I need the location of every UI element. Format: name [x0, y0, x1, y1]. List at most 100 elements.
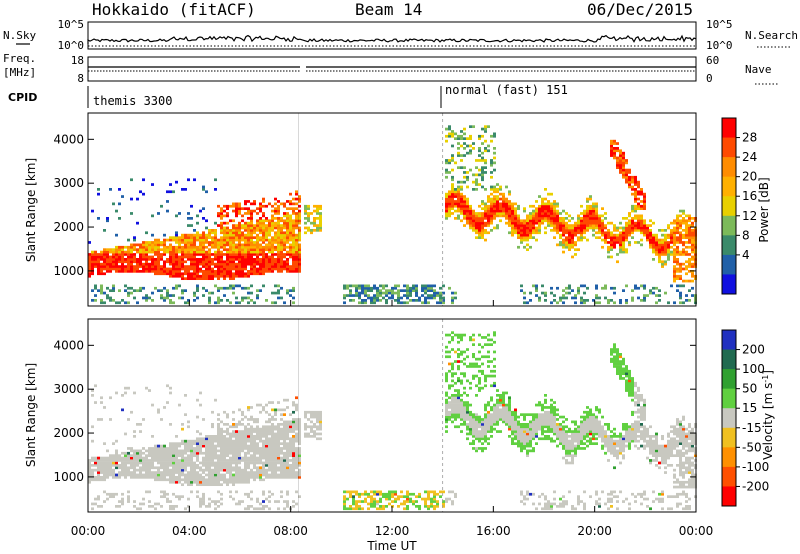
data-cell [295, 466, 298, 470]
data-cell [250, 258, 253, 261]
data-cell [565, 245, 568, 249]
data-cell [175, 444, 178, 448]
data-cell [238, 447, 241, 450]
data-cell [256, 466, 259, 470]
data-cell [268, 267, 271, 271]
data-cell [688, 217, 691, 220]
data-cell [145, 260, 148, 264]
data-cell [217, 248, 220, 252]
data-cell [238, 262, 241, 266]
data-cell [640, 204, 643, 208]
data-cell [412, 502, 415, 506]
data-cell [526, 231, 529, 235]
data-cell [292, 255, 295, 259]
data-cell [97, 262, 100, 266]
data-cell [526, 219, 529, 223]
power-colorbar-label: Power [dB] [757, 177, 771, 242]
data-cell [247, 236, 250, 240]
data-cell [235, 454, 238, 458]
data-cell [619, 154, 622, 157]
data-cell [250, 490, 253, 494]
data-cell [100, 258, 103, 261]
data-cell [211, 464, 214, 467]
data-cell [283, 219, 286, 223]
data-cell [142, 468, 145, 472]
data-cell [256, 437, 259, 441]
data-cell [187, 224, 190, 227]
data-cell [211, 454, 214, 458]
data-cell [310, 410, 313, 414]
data-cell [391, 492, 394, 496]
data-cell [505, 212, 508, 215]
data-cell [640, 284, 643, 288]
data-cell [211, 245, 214, 249]
data-cell [103, 464, 106, 467]
data-cell [136, 473, 139, 477]
data-cell [496, 226, 499, 230]
data-cell [580, 299, 583, 302]
data-cell [655, 301, 658, 305]
data-cell [367, 294, 370, 297]
data-cell [358, 286, 361, 290]
data-cell [151, 459, 154, 462]
data-cell [268, 454, 271, 458]
data-cell [130, 291, 133, 295]
data-cell [361, 284, 364, 288]
data-cell [109, 299, 112, 302]
data-cell [178, 274, 181, 278]
data-cell [277, 243, 280, 247]
data-cell [586, 226, 589, 230]
data-cell [352, 294, 355, 297]
data-cell [220, 267, 223, 271]
data-cell [613, 243, 616, 247]
data-cell [541, 200, 544, 203]
data-cell [193, 294, 196, 297]
data-cell [262, 272, 265, 276]
data-cell [205, 437, 208, 441]
data-cell [580, 229, 583, 232]
data-cell [292, 456, 295, 460]
data-cell [247, 226, 250, 230]
data-cell [268, 202, 271, 206]
data-cell [550, 291, 553, 295]
data-cell [196, 415, 199, 419]
data-cell [427, 284, 430, 288]
data-cell [193, 272, 196, 276]
data-cell [313, 219, 316, 223]
data-cell [268, 451, 271, 455]
data-cell [235, 207, 238, 211]
data-cell [373, 492, 376, 496]
data-cell [265, 468, 268, 472]
data-cell [469, 338, 472, 342]
data-cell [598, 224, 601, 227]
data-cell [211, 500, 214, 503]
data-cell [319, 226, 322, 230]
data-cell [271, 444, 274, 448]
data-cell [232, 265, 235, 268]
data-cell [274, 442, 277, 446]
data-cell [277, 454, 280, 458]
data-cell [469, 336, 472, 339]
data-cell [622, 289, 625, 293]
data-cell [265, 451, 268, 455]
data-cell [613, 226, 616, 230]
data-cell [490, 171, 493, 174]
data-cell [292, 430, 295, 433]
data-cell [247, 224, 250, 227]
data-cell [370, 296, 373, 300]
data-cell [97, 217, 100, 220]
data-cell [277, 207, 280, 211]
data-cell [556, 286, 559, 290]
data-cell [142, 296, 145, 300]
data-cell [160, 447, 163, 450]
data-cell [292, 444, 295, 448]
data-cell [115, 391, 118, 395]
data-cell [583, 224, 586, 227]
data-cell [196, 270, 199, 273]
data-cell [451, 204, 454, 208]
data-cell [283, 432, 286, 436]
data-cell [667, 253, 670, 256]
data-cell [136, 464, 139, 467]
data-cell [472, 365, 475, 368]
data-cell [193, 466, 196, 470]
